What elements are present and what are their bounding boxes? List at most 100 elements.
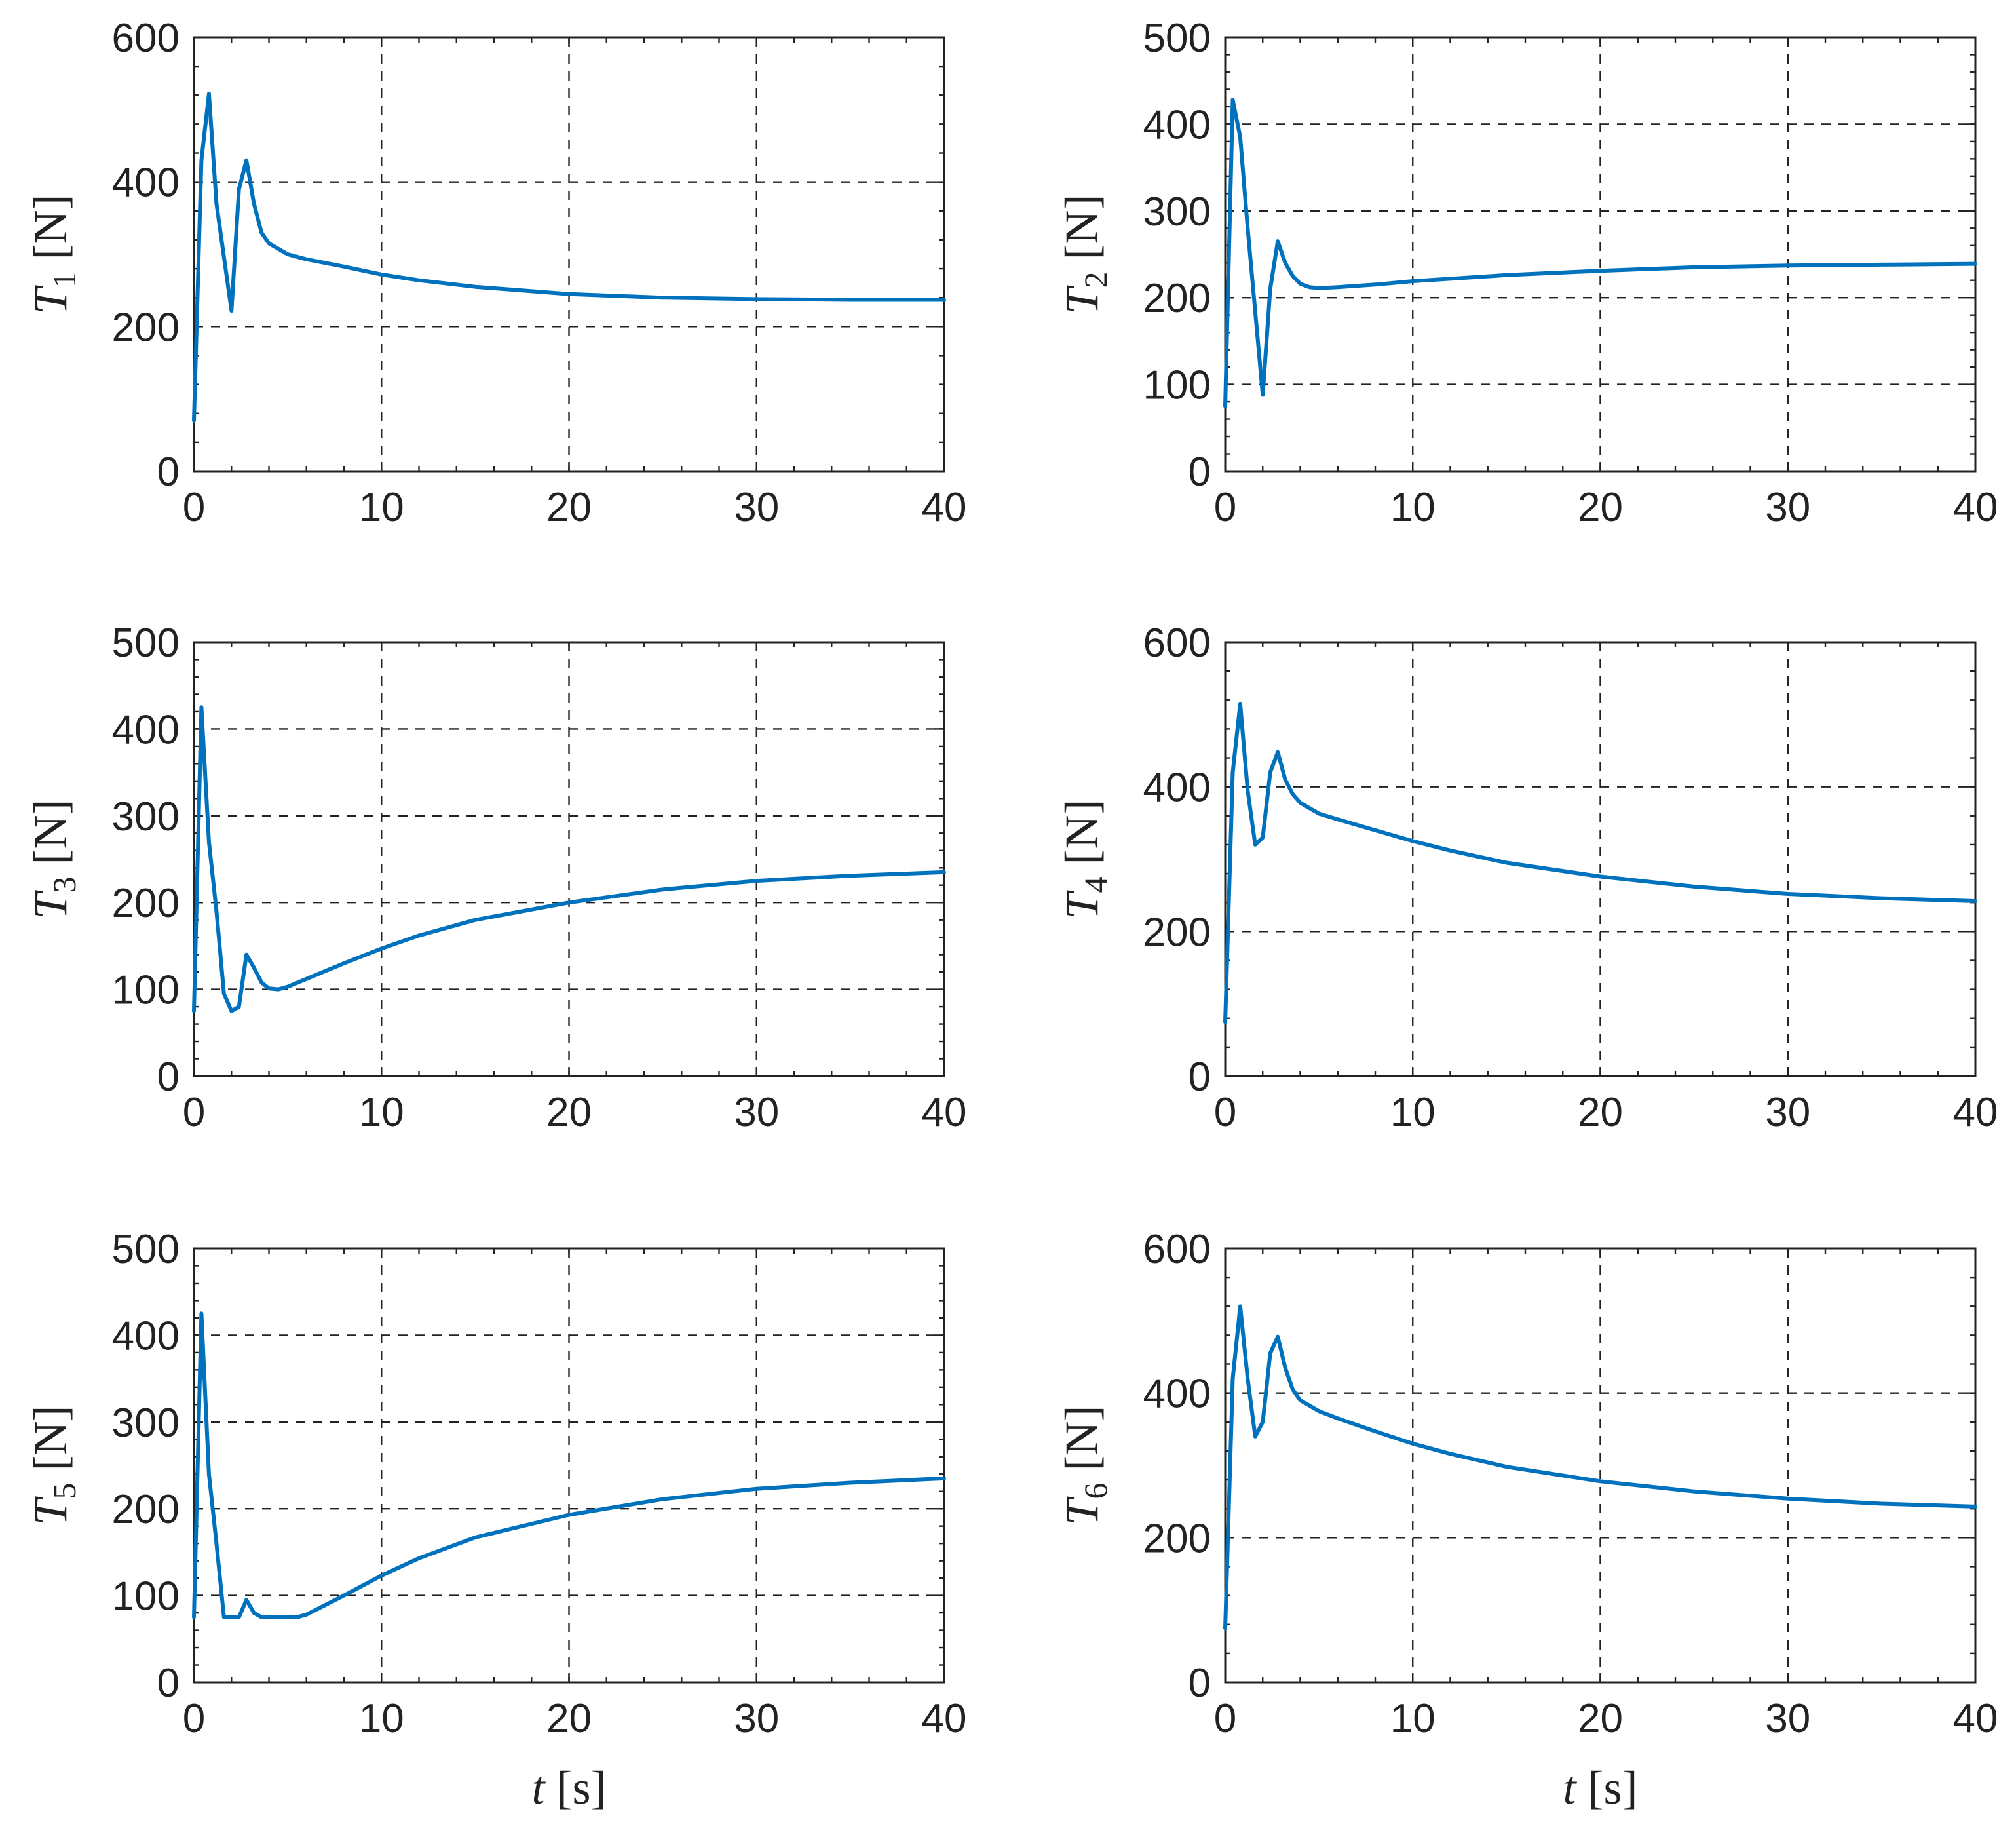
series-line-T5 xyxy=(192,1311,946,1619)
x-tick-label: 10 xyxy=(359,485,404,530)
y-tick-label: 0 xyxy=(1189,1661,1211,1706)
x-tick-label: 40 xyxy=(922,1696,967,1741)
y-tick-label: 0 xyxy=(157,1054,180,1100)
x-tick-label: 0 xyxy=(1214,1696,1236,1741)
x-tick-label: 20 xyxy=(1578,1090,1623,1135)
y-tick-label: 200 xyxy=(112,305,180,350)
y-tick-label: 0 xyxy=(157,1661,180,1706)
x-axis-variable: t xyxy=(1563,1762,1578,1814)
y-tick-label: 100 xyxy=(112,968,180,1013)
x-tick-label: 40 xyxy=(1953,1696,1998,1741)
x-tick-label: 30 xyxy=(1765,485,1810,530)
y-axis-subscript: 6 xyxy=(1077,1482,1114,1499)
x-tick-label: 40 xyxy=(1953,1090,1998,1135)
y-tick-label: 400 xyxy=(1143,765,1211,811)
y-tick-label: 400 xyxy=(112,161,180,206)
y-axis-label: T3 [N] xyxy=(24,800,83,919)
x-tick-label: 10 xyxy=(1390,1090,1436,1135)
y-tick-label: 300 xyxy=(112,794,180,840)
y-axis-label: T2 [N] xyxy=(1056,195,1114,315)
y-tick-label: 400 xyxy=(112,707,180,752)
y-axis-label: T4 [N] xyxy=(1056,800,1114,919)
y-tick-label: 600 xyxy=(1143,1227,1211,1272)
x-axis-variable: t xyxy=(532,1762,546,1814)
x-tick-label: 20 xyxy=(546,1090,592,1135)
y-tick-label: 500 xyxy=(1143,16,1211,61)
y-axis-unit: [N] xyxy=(1056,195,1108,272)
y-axis-subscript: 2 xyxy=(1077,271,1114,288)
x-tick-label: 30 xyxy=(1765,1696,1810,1741)
y-tick-label: 300 xyxy=(112,1400,180,1446)
y-tick-label: 0 xyxy=(157,450,180,495)
y-tick-label: 300 xyxy=(1143,189,1211,235)
y-tick-label: 200 xyxy=(1143,1516,1211,1561)
x-tick-label: 0 xyxy=(183,1090,205,1135)
y-axis-subscript: 3 xyxy=(46,876,83,893)
y-axis-variable: T xyxy=(24,285,77,315)
x-axis-unit: [s] xyxy=(545,1762,607,1814)
y-tick-label: 400 xyxy=(1143,1372,1211,1417)
plot-frame xyxy=(1224,641,1977,1077)
x-tick-label: 20 xyxy=(1578,1696,1623,1741)
y-axis-subscript: 5 xyxy=(46,1482,83,1499)
y-axis-subscript: 4 xyxy=(1077,876,1114,893)
y-tick-label: 100 xyxy=(112,1574,180,1619)
y-axis-label: T1 [N] xyxy=(24,195,83,315)
y-axis-variable: T xyxy=(1056,1496,1108,1526)
y-axis-unit: [N] xyxy=(1056,800,1108,877)
x-tick-label: 20 xyxy=(1578,485,1623,530)
plot-frame xyxy=(193,641,945,1077)
x-tick-label: 30 xyxy=(1765,1090,1810,1135)
plot-frame xyxy=(193,36,945,473)
plot-frame xyxy=(1224,1247,1977,1684)
x-tick-label: 30 xyxy=(734,1696,779,1741)
y-tick-label: 500 xyxy=(112,1227,180,1272)
y-tick-label: 200 xyxy=(1143,910,1211,955)
y-tick-label: 600 xyxy=(112,16,180,61)
y-tick-label: 600 xyxy=(1143,621,1211,666)
x-axis-label: t [s] xyxy=(1563,1762,1638,1814)
y-axis-variable: T xyxy=(1056,890,1108,919)
x-tick-label: 40 xyxy=(922,1090,967,1135)
x-tick-label: 40 xyxy=(1953,485,1998,530)
y-tick-label: 100 xyxy=(1143,363,1211,408)
y-tick-label: 200 xyxy=(112,881,180,926)
x-tick-label: 0 xyxy=(1214,485,1236,530)
x-axis-unit: [s] xyxy=(1576,1762,1638,1814)
x-tick-label: 0 xyxy=(183,485,205,530)
y-axis-label: T5 [N] xyxy=(24,1406,83,1526)
x-tick-label: 10 xyxy=(1390,485,1436,530)
x-tick-label: 10 xyxy=(1390,1696,1436,1741)
x-tick-label: 20 xyxy=(546,1696,592,1741)
x-tick-label: 40 xyxy=(922,485,967,530)
y-axis-unit: [N] xyxy=(24,195,77,272)
plot-frame xyxy=(193,1247,945,1684)
y-axis-variable: T xyxy=(24,1496,77,1526)
y-axis-unit: [N] xyxy=(1056,1406,1108,1483)
x-tick-label: 0 xyxy=(1214,1090,1236,1135)
x-tick-label: 30 xyxy=(734,1090,779,1135)
x-tick-label: 20 xyxy=(546,485,592,530)
y-axis-subscript: 1 xyxy=(46,271,83,288)
y-tick-label: 0 xyxy=(1189,1054,1211,1100)
series-line-T4 xyxy=(1223,701,1977,1024)
y-tick-label: 0 xyxy=(1189,450,1211,495)
y-axis-variable: T xyxy=(24,890,77,919)
series-line-T3 xyxy=(192,705,946,1013)
x-axis-label: t [s] xyxy=(532,1762,607,1814)
x-tick-label: 10 xyxy=(359,1696,404,1741)
plot-frame xyxy=(1224,36,1977,473)
series-line-T6 xyxy=(1223,1304,1977,1631)
y-tick-label: 200 xyxy=(112,1487,180,1532)
y-axis-unit: [N] xyxy=(24,800,77,877)
y-tick-label: 400 xyxy=(1143,102,1211,147)
y-axis-label: T6 [N] xyxy=(1056,1406,1114,1526)
x-tick-label: 10 xyxy=(359,1090,404,1135)
